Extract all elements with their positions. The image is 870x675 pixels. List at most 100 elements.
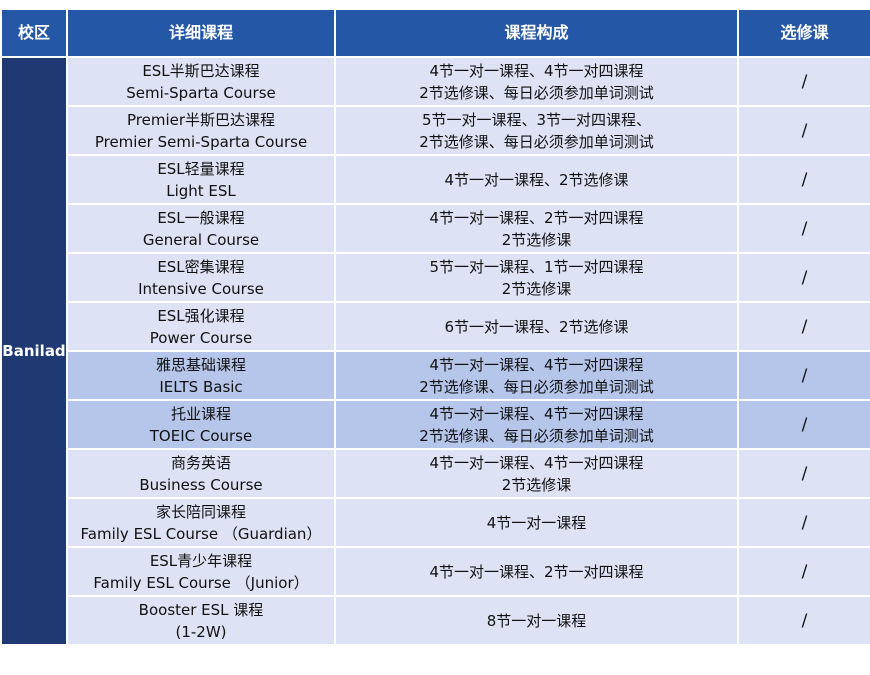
page: 校区 详细课程 课程构成 选修课 Banilad ESL半斯巴达课程 Semi-Spart… [0, 8, 870, 675]
cell-line: 雅思基础课程 [155, 355, 246, 374]
course-cell: ESL强化课程 Power Course [66, 301, 336, 352]
composition-cell: 4节一对一课程、2节一对四课程 2节选修课 [334, 203, 739, 254]
table-row: Booster ESL 课程 (1-2W) 8节一对一课程 / [1, 595, 870, 646]
elective-cell: / [737, 399, 870, 450]
course-cell: ESL轻量课程 Light ESL [66, 154, 336, 205]
elective-cell: / [737, 105, 870, 156]
table-row: ESL青少年课程 Family ESL Course （Junior） 4节一对一课… [1, 546, 870, 597]
campus-cell: Banilad [0, 56, 68, 646]
elective-cell: / [737, 252, 870, 303]
cell-line: ESL强化课程 [157, 306, 245, 325]
cell-line: 2节选修课 [501, 279, 572, 298]
cell-line: ESL密集课程 [157, 257, 245, 276]
cell-line: Premier Semi-Sparta Course [94, 132, 308, 151]
composition-cell: 4节一对一课程、2节选修课 [334, 154, 739, 205]
composition-cell: 4节一对一课程、4节一对四课程 2节选修课、每日必须参加单词测试 [334, 56, 739, 107]
header-cell: 详细课程 [66, 8, 336, 58]
table-row: 托业课程 TOEIC Course 4节一对一课程、4节一对四课程 2节选修课、每日必… [1, 399, 870, 450]
cell-line: General Course [142, 230, 260, 249]
cell-line: 2节选修课、每日必须参加单词测试 [419, 132, 654, 151]
elective-cell: / [737, 595, 870, 646]
table-row: 商务英语 Business Course 4节一对一课程、4节一对四课程 2节选修课 / [1, 448, 870, 499]
cell-line: 4节一对一课程、4节一对四课程 [429, 404, 644, 423]
table-row: Banilad ESL半斯巴达课程 Semi-Sparta Course 4节一对一课… [0, 56, 870, 646]
cell-line: Family ESL Course （Guardian） [80, 524, 322, 543]
cell-line: IELTS Basic [159, 377, 243, 396]
cell-line: 4节一对一课程、2节选修课 [444, 170, 629, 189]
course-cell: 托业课程 TOEIC Course [66, 399, 336, 450]
cell-line: 6节一对一课程、2节选修课 [444, 317, 629, 336]
cell-line: 5节一对一课程、3节一对四课程、 [421, 110, 652, 129]
elective-cell: / [737, 497, 870, 548]
course-cell: Premier半斯巴达课程 Premier Semi-Sparta Course [66, 105, 336, 156]
table-row: ESL强化课程 Power Course 6节一对一课程、2节选修课 / [1, 301, 870, 352]
header-cell: 课程构成 [334, 8, 739, 58]
composition-cell: 8节一对一课程 [334, 595, 739, 646]
cell-line: 4节一对一课程、4节一对四课程 [429, 61, 644, 80]
cell-line: 4节一对一课程、2节一对四课程 [429, 562, 644, 581]
cell-line: 2节选修课 [501, 475, 572, 494]
cell-line: 2节选修课 [501, 230, 572, 249]
cell-line: TOEIC Course [149, 426, 253, 445]
course-cell: ESL半斯巴达课程 Semi-Sparta Course [66, 56, 336, 107]
cell-line: Premier半斯巴达课程 [126, 110, 276, 129]
cell-line: 2节选修课、每日必须参加单词测试 [419, 426, 654, 445]
course-table: 校区 详细课程 课程构成 选修课 Banilad ESL半斯巴达课程 Semi-Spart… [0, 8, 870, 646]
cell-line: Semi-Sparta Course [126, 83, 276, 102]
header-cell: 校区 [0, 8, 68, 58]
cell-line: Power Course [149, 328, 253, 347]
cell-line: ESL青少年课程 [149, 551, 253, 570]
composition-cell: 4节一对一课程、4节一对四课程 2节选修课、每日必须参加单词测试 [334, 399, 739, 450]
cell-line: Booster ESL 课程 [138, 600, 264, 619]
cell-line: 2节选修课、每日必须参加单词测试 [419, 377, 654, 396]
cell-line: 4节一对一课程 [486, 513, 587, 532]
cell-line: Intensive Course [138, 279, 264, 298]
cell-line: 2节选修课、每日必须参加单词测试 [419, 83, 654, 102]
elective-cell: / [737, 301, 870, 352]
cell-line: Light ESL [166, 181, 236, 200]
cell-line: ESL一般课程 [157, 208, 245, 227]
course-cell: ESL一般课程 General Course [66, 203, 336, 254]
elective-cell: / [737, 203, 870, 254]
composition-cell: 4节一对一课程、2节一对四课程 [334, 546, 739, 597]
table-row: ESL一般课程 General Course 4节一对一课程、2节一对四课程 2节选修… [1, 203, 870, 254]
cell-line: (1-2W) [175, 622, 227, 641]
course-cell: 雅思基础课程 IELTS Basic [66, 350, 336, 401]
cell-line: ESL半斯巴达课程 [142, 61, 260, 80]
cell-line: 4节一对一课程、4节一对四课程 [429, 453, 644, 472]
composition-cell: 6节一对一课程、2节选修课 [334, 301, 739, 352]
table-row: ESL密集课程 Intensive Course 5节一对一课程、1节一对四课程 2节… [1, 252, 870, 303]
composition-cell: 5节一对一课程、1节一对四课程 2节选修课 [334, 252, 739, 303]
table-row: Premier半斯巴达课程 Premier Semi-Sparta Course 5… [1, 105, 870, 156]
table-body: Banilad ESL半斯巴达课程 Semi-Sparta Course 4节一对一课… [0, 56, 870, 646]
course-cell: 商务英语 Business Course [66, 448, 336, 499]
cell-line: 8节一对一课程 [486, 611, 587, 630]
table-row: 家长陪同课程 Family ESL Course （Guardian） 4节一对一课… [1, 497, 870, 548]
composition-cell: 5节一对一课程、3节一对四课程、 2节选修课、每日必须参加单词测试 [334, 105, 739, 156]
cell-line: ESL轻量课程 [157, 159, 245, 178]
header-row: 校区 详细课程 课程构成 选修课 [0, 8, 870, 58]
cell-line: Business Course [139, 475, 263, 494]
cell-line: 托业课程 [170, 404, 231, 423]
elective-cell: / [737, 546, 870, 597]
table-header: 校区 详细课程 课程构成 选修课 [0, 8, 870, 58]
course-cell: ESL密集课程 Intensive Course [66, 252, 336, 303]
cell-line: Family ESL Course （Junior） [93, 573, 309, 592]
table-row: 雅思基础课程 IELTS Basic 4节一对一课程、4节一对四课程 2节选修课、每日… [1, 350, 870, 401]
composition-cell: 4节一对一课程 [334, 497, 739, 548]
table-row: ESL轻量课程 Light ESL 4节一对一课程、2节选修课 / [1, 154, 870, 205]
course-cell: ESL青少年课程 Family ESL Course （Junior） [66, 546, 336, 597]
elective-cell: / [737, 56, 870, 107]
elective-cell: / [737, 448, 870, 499]
cell-line: 商务英语 [170, 453, 231, 472]
header-cell: 选修课 [737, 8, 870, 58]
composition-cell: 4节一对一课程、4节一对四课程 2节选修课、每日必须参加单词测试 [334, 350, 739, 401]
cell-line: 5节一对一课程、1节一对四课程 [429, 257, 644, 276]
course-cell: Booster ESL 课程 (1-2W) [66, 595, 336, 646]
elective-cell: / [737, 154, 870, 205]
cell-line: 4节一对一课程、4节一对四课程 [429, 355, 644, 374]
elective-cell: / [737, 350, 870, 401]
cell-line: 4节一对一课程、2节一对四课程 [429, 208, 644, 227]
course-cell: 家长陪同课程 Family ESL Course （Guardian） [66, 497, 336, 548]
cell-line: 家长陪同课程 [155, 502, 246, 521]
